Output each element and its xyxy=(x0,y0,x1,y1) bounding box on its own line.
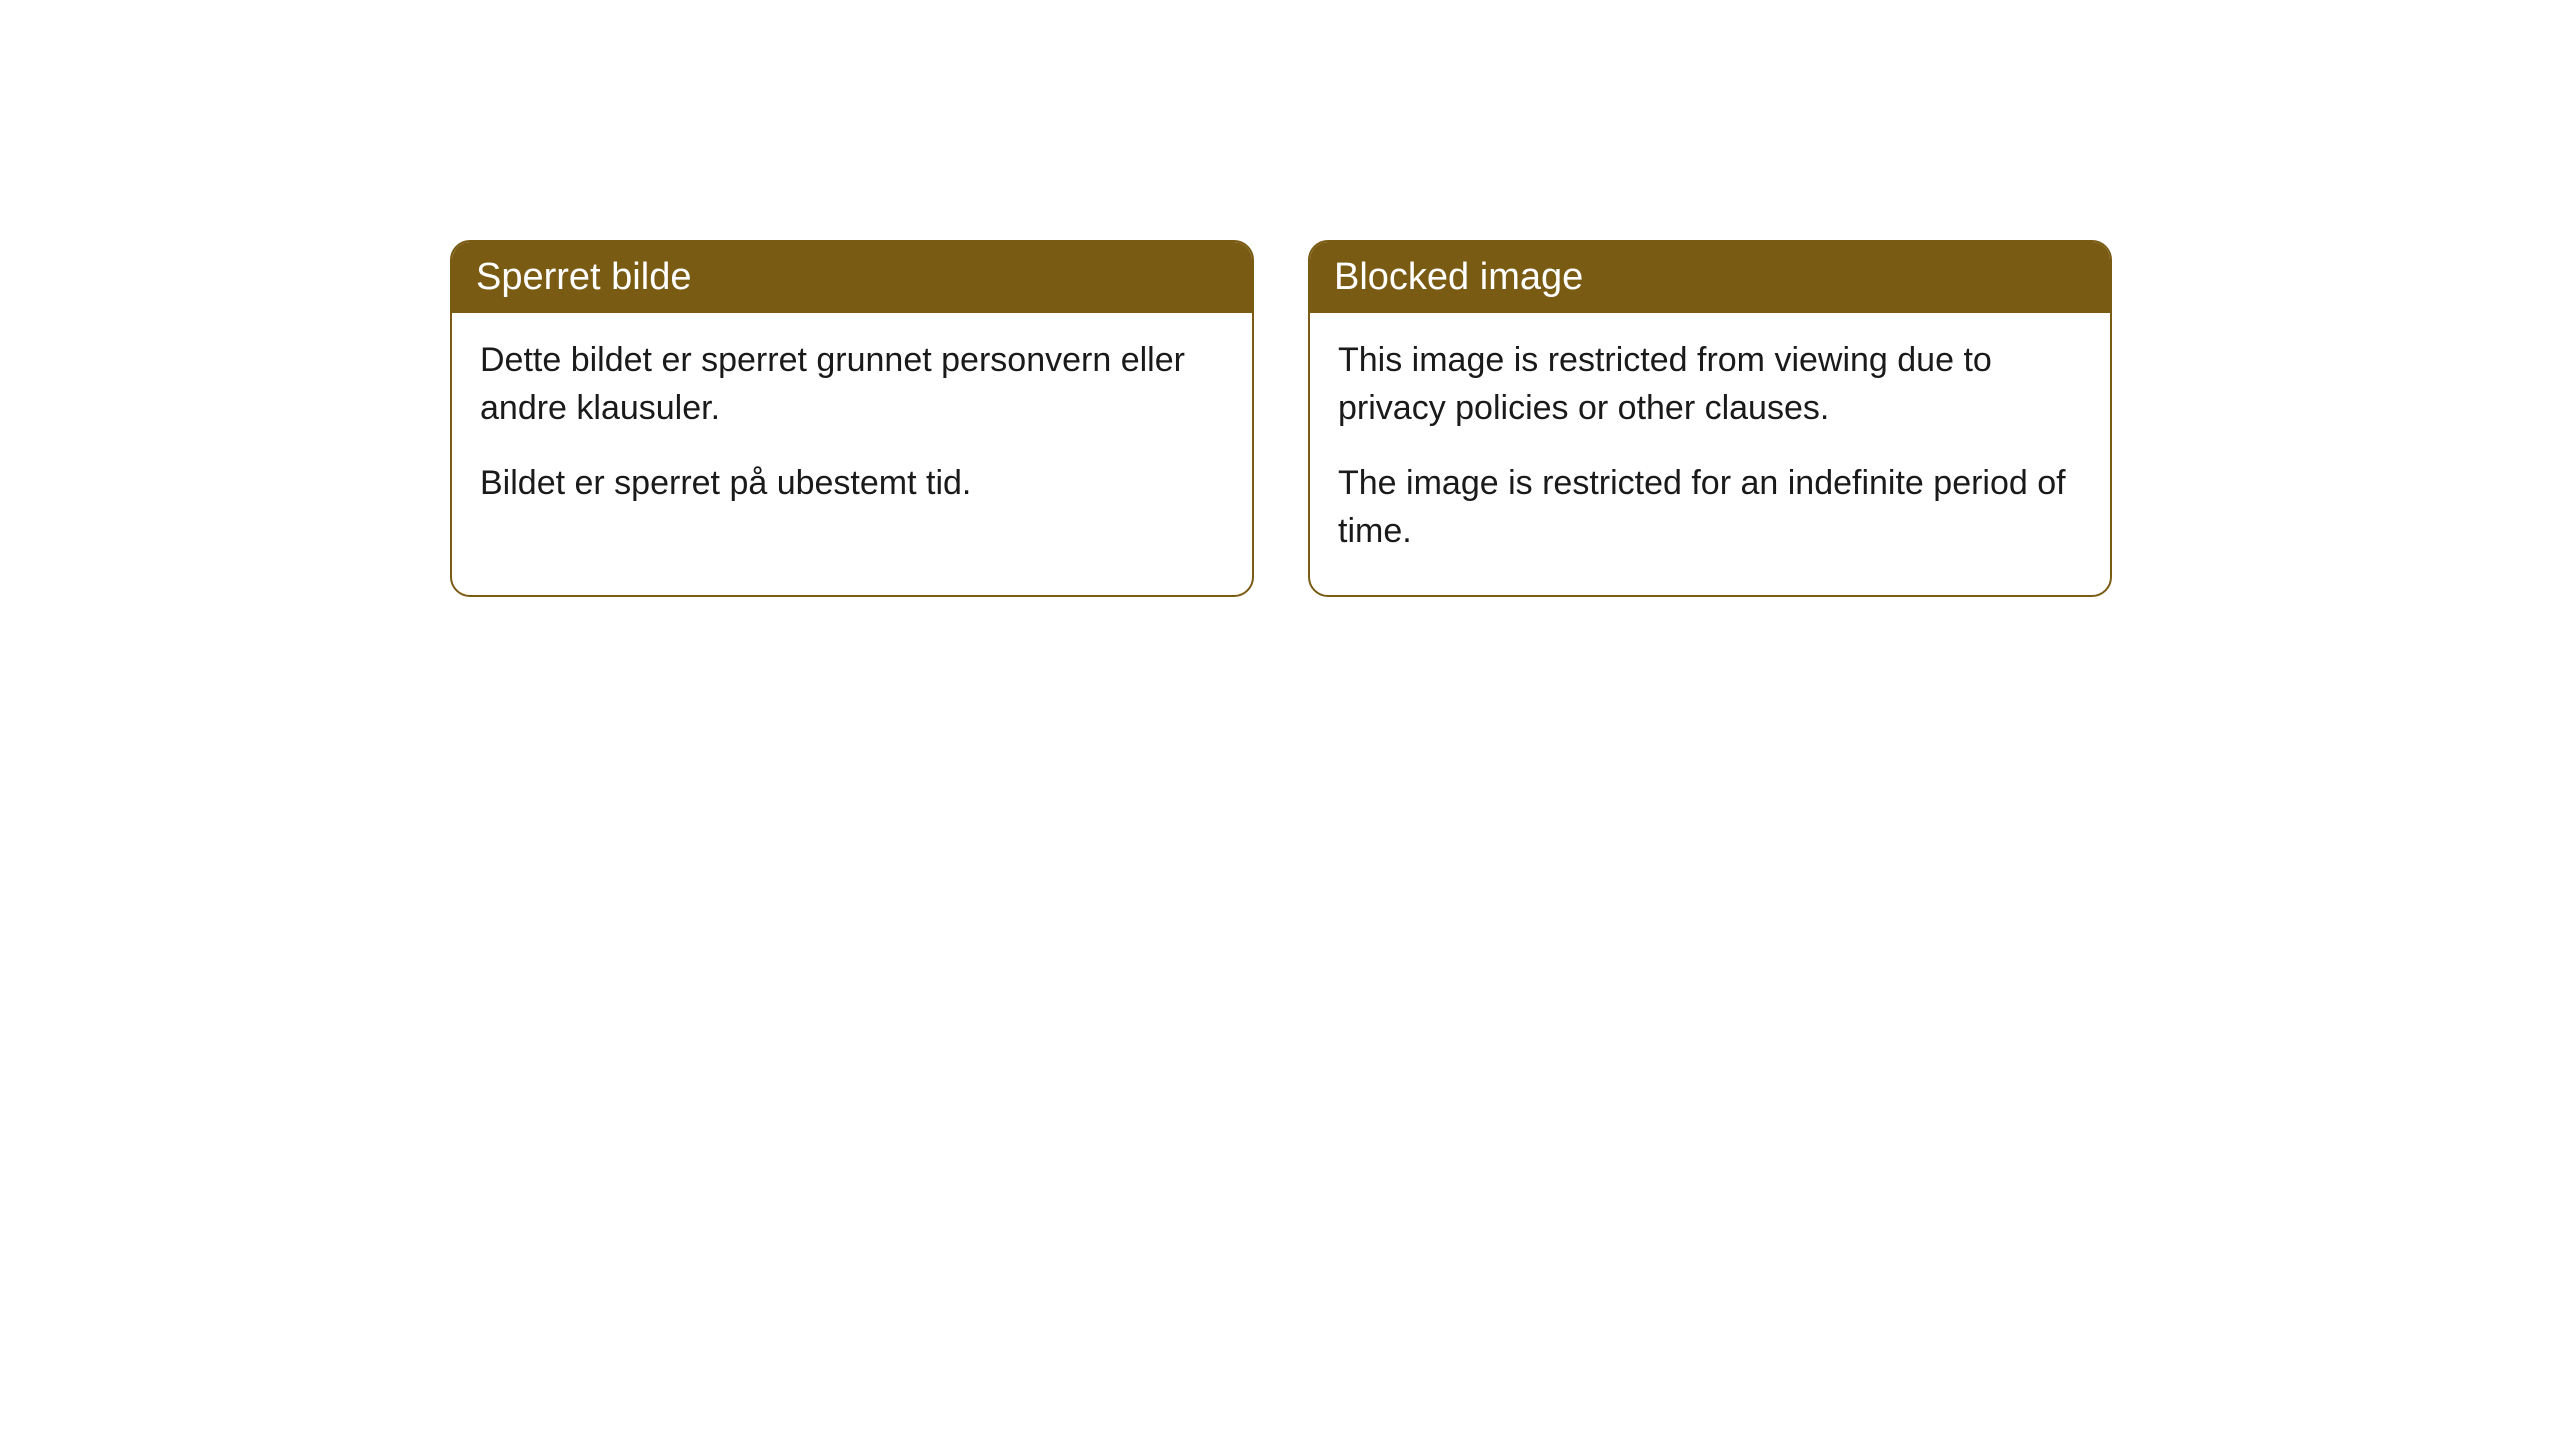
norwegian-card-body: Dette bildet er sperret grunnet personve… xyxy=(452,313,1252,548)
cards-container: Sperret bilde Dette bildet er sperret gr… xyxy=(450,240,2112,597)
norwegian-card-header: Sperret bilde xyxy=(452,242,1252,313)
norwegian-paragraph-1: Dette bildet er sperret grunnet personve… xyxy=(480,337,1224,432)
norwegian-card-title: Sperret bilde xyxy=(476,256,691,298)
english-paragraph-1: This image is restricted from viewing du… xyxy=(1338,337,2082,432)
english-card: Blocked image This image is restricted f… xyxy=(1308,240,2112,597)
english-card-title: Blocked image xyxy=(1334,256,1583,298)
english-card-header: Blocked image xyxy=(1310,242,2110,313)
english-paragraph-2: The image is restricted for an indefinit… xyxy=(1338,460,2082,555)
english-card-body: This image is restricted from viewing du… xyxy=(1310,313,2110,595)
norwegian-paragraph-2: Bildet er sperret på ubestemt tid. xyxy=(480,460,1224,508)
norwegian-card: Sperret bilde Dette bildet er sperret gr… xyxy=(450,240,1254,597)
